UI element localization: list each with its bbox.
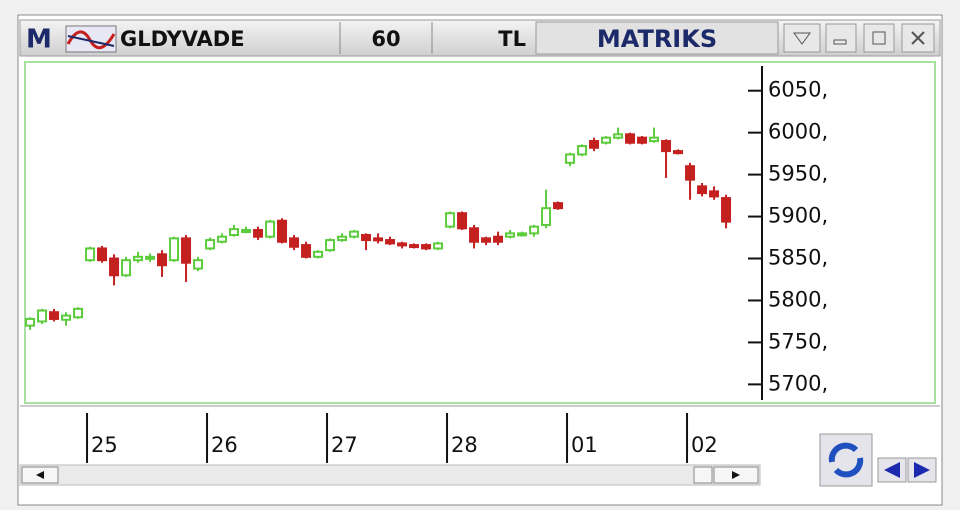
candle-body <box>661 140 672 153</box>
candle-body <box>349 230 360 238</box>
x-tick-label: 02 <box>691 433 718 457</box>
candle-body <box>493 235 504 243</box>
candle-body <box>613 133 624 139</box>
candle-body <box>565 153 576 164</box>
candle-body <box>625 133 636 144</box>
candle-body <box>421 244 432 250</box>
candle-body <box>85 247 96 262</box>
x-tick-label: 01 <box>571 433 598 457</box>
candle-body <box>241 228 252 233</box>
candle-body <box>505 232 516 238</box>
candle-body <box>385 239 396 245</box>
candle-body <box>637 136 648 144</box>
refresh-icon <box>828 442 864 478</box>
close-icon <box>911 31 925 45</box>
prev-arrow <box>884 462 900 478</box>
candle-body <box>73 307 84 319</box>
candle-body <box>553 202 564 210</box>
candle-body <box>25 317 36 327</box>
candle-body <box>205 239 216 250</box>
y-tick-label: 5850, <box>768 246 828 270</box>
candle-body <box>289 237 300 248</box>
candle-body <box>253 228 264 238</box>
candle-body <box>325 239 336 252</box>
candle-body <box>709 190 720 198</box>
next-arrow <box>914 462 930 478</box>
scroll-right-arrow <box>732 471 740 479</box>
minimize-icon <box>833 39 847 45</box>
period: 60 <box>371 27 400 51</box>
candle-body <box>721 197 732 223</box>
refresh-button[interactable] <box>819 433 873 487</box>
scroll-left-arrow <box>36 471 44 479</box>
y-tick-label: 6050, <box>768 78 828 102</box>
candle-body <box>649 136 660 143</box>
candle-body <box>109 257 120 277</box>
candle-body <box>337 235 348 242</box>
candle-body <box>265 220 276 238</box>
candle-body <box>169 237 180 262</box>
candle-body <box>193 259 204 270</box>
brand: MATRIKS <box>597 25 717 53</box>
candle-body <box>217 235 228 243</box>
candle-body <box>685 165 696 181</box>
candle-body <box>697 185 708 195</box>
y-tick-label: 5750, <box>768 329 828 353</box>
candle-body <box>373 237 384 242</box>
candle-body <box>145 255 156 260</box>
candle-body <box>457 212 468 230</box>
candle-body <box>397 242 408 247</box>
candle-body <box>133 255 144 262</box>
candle-body <box>577 145 588 156</box>
currency: TL <box>498 27 526 51</box>
candle-body <box>61 314 72 321</box>
y-tick-label: 5800, <box>768 287 828 311</box>
y-tick-label: 5950, <box>768 162 828 186</box>
candle-body <box>529 225 540 235</box>
candle-body <box>601 136 612 144</box>
plot-area <box>24 61 936 404</box>
candle-body <box>157 253 168 267</box>
y-tick-label: 5700, <box>768 371 828 395</box>
candle-body <box>97 247 108 262</box>
symbol: GLDYVADE <box>120 27 245 51</box>
icon-line <box>67 35 115 47</box>
candle-body <box>37 309 48 323</box>
candle-body <box>481 237 492 243</box>
candle-body <box>313 250 324 258</box>
candle-body <box>277 219 288 243</box>
candle-body <box>181 237 192 264</box>
maximize-button[interactable] <box>863 23 895 53</box>
y-tick-label: 6000, <box>768 120 828 144</box>
x-tick-label: 27 <box>331 433 358 457</box>
candle-body <box>229 228 240 237</box>
minimize-button[interactable] <box>825 23 857 53</box>
y-tick-label: 5900, <box>768 204 828 228</box>
candle-body <box>121 259 132 277</box>
candle-body <box>673 150 684 155</box>
maximize-icon <box>872 31 886 45</box>
x-tick-label: 28 <box>451 433 478 457</box>
candle-body <box>589 140 600 149</box>
x-tick-label: 25 <box>91 433 118 457</box>
scroll-thumb[interactable] <box>693 466 713 484</box>
candle-body <box>301 244 312 258</box>
candle-body <box>361 234 372 242</box>
menu-button[interactable] <box>783 23 821 53</box>
candle-body <box>469 227 480 243</box>
scrollbar[interactable] <box>19 464 761 486</box>
candle-body <box>409 244 420 249</box>
candle-body <box>433 242 444 250</box>
candle-body <box>541 207 552 226</box>
candle-body <box>445 212 456 228</box>
menu-arrow <box>793 32 811 45</box>
candle-body <box>49 311 60 320</box>
brand-box <box>535 21 779 55</box>
x-tick-label: 26 <box>211 433 238 457</box>
candle-body <box>517 232 528 237</box>
logo: M <box>26 25 52 55</box>
